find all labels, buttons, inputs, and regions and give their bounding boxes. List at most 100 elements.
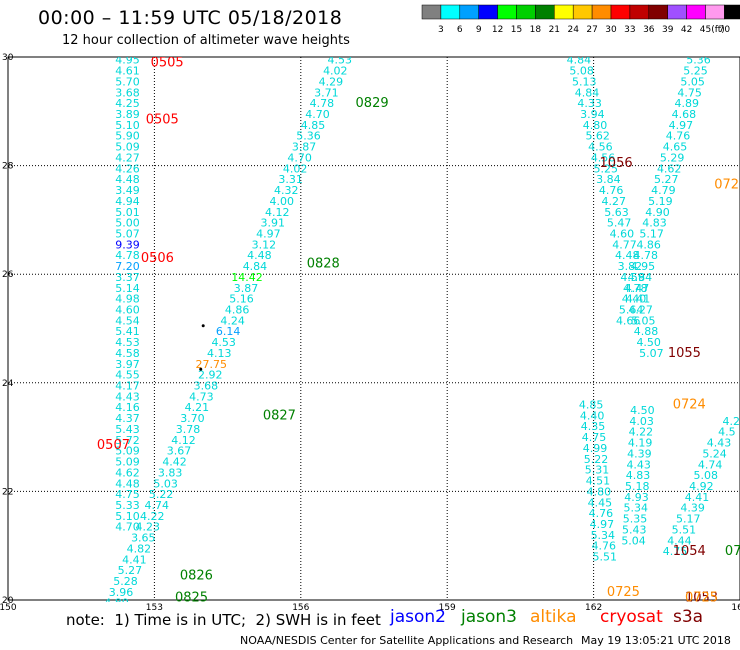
swh-value: 4.23 xyxy=(136,521,161,534)
pass-time-label: 0827 xyxy=(263,408,296,423)
swh-value: 5.08 xyxy=(694,469,719,482)
swh-value: 5.63 xyxy=(604,206,629,219)
pass-time-label: 0826 xyxy=(180,569,213,584)
swh-value: 3.67 xyxy=(167,445,192,458)
swh-value: 5.29 xyxy=(660,151,685,164)
swh-value: 5.05 xyxy=(631,314,656,327)
swh-value: 5.04 xyxy=(621,534,646,547)
swh-value: 5.51 xyxy=(593,551,618,564)
swh-value: 4.77 xyxy=(612,238,637,251)
swh-value: 5.13 xyxy=(572,75,597,88)
legend-tick-label: 24 xyxy=(567,25,579,35)
swh-value: 5.28 xyxy=(113,575,138,588)
swh-value: 5.33 xyxy=(115,499,140,512)
legend-tick-label: 30 xyxy=(605,25,617,35)
swh-value: 3.49 xyxy=(115,184,140,197)
swh-value: 4.76 xyxy=(666,130,691,143)
legend-tick-label: 70 xyxy=(719,25,731,35)
footer-note: note: 1) Time is in UTC; 2) SWH is in fe… xyxy=(66,611,381,629)
legend-tick-label: 6 xyxy=(457,25,463,35)
swh-value: 4.19 xyxy=(628,437,653,450)
swh-value: 5.35 xyxy=(623,513,648,526)
swh-value: 4.97 xyxy=(590,518,615,531)
swh-value: 4.75 xyxy=(115,488,140,501)
swh-value: 5.05 xyxy=(680,75,705,88)
swh-value: 4.42 xyxy=(162,456,187,469)
swh-value: 4.16 xyxy=(115,401,140,414)
swh-value: 4.84 xyxy=(243,260,268,273)
pass-time-label: 1056 xyxy=(600,156,633,171)
swh-value: 4.44 xyxy=(667,534,692,547)
swh-value: 4.37 xyxy=(115,412,140,425)
swh-value: 4.78 xyxy=(623,282,648,295)
swh-value: 4.59 xyxy=(620,271,645,284)
swh-value: 3.96 xyxy=(109,586,134,599)
pass-time-label: 1055 xyxy=(668,346,701,361)
swh-value: 3.94 xyxy=(580,108,605,121)
swh-value: 3.91 xyxy=(261,217,286,230)
swh-value: 2.92 xyxy=(198,369,223,382)
swh-value: 5.07 xyxy=(639,347,664,360)
swh-value: 5.19 xyxy=(648,195,673,208)
lat-tick-label: 30 xyxy=(2,53,14,63)
swh-value: 3.12 xyxy=(252,238,277,251)
swh-value: 3.78 xyxy=(176,423,201,436)
swh-value: 4.40 xyxy=(622,293,647,306)
lat-tick-label: 24 xyxy=(2,379,14,389)
swh-value: 4.51 xyxy=(586,475,611,488)
swh-value: 5.00 xyxy=(115,217,140,230)
swh-value: 4.65 xyxy=(663,141,688,154)
swh-value: 4.78 xyxy=(310,97,335,110)
swh-value: 4.62 xyxy=(657,162,682,175)
swh-value: 4.29 xyxy=(319,75,344,88)
pass-time-label: 071 xyxy=(725,544,740,559)
swh-value: 4.68 xyxy=(672,108,697,121)
swh-value: 5.09 xyxy=(115,445,140,458)
swh-value: 4.40 xyxy=(580,409,605,422)
swh-value: 4.88 xyxy=(634,325,659,338)
swh-value: 4.48 xyxy=(615,249,640,262)
swh-value: 4.43 xyxy=(707,437,732,450)
swh-value: 4.97 xyxy=(669,119,694,132)
swh-value: 3.37 xyxy=(115,271,140,284)
swh-value: 4.83 xyxy=(626,469,651,482)
swh-value: 5.22 xyxy=(149,488,174,501)
swh-value: 4.98 xyxy=(115,293,140,306)
swh-value: 4.75 xyxy=(677,86,702,99)
swh-value: 4.82 xyxy=(127,542,152,555)
swh-value: 7.20 xyxy=(115,260,140,273)
swh-value: 4.12 xyxy=(171,434,196,447)
legend-tick-label: 12 xyxy=(492,25,503,35)
swh-value: 4.5 xyxy=(718,426,736,439)
lon-tick-label: 156 xyxy=(292,603,309,613)
swh-value: 4.33 xyxy=(577,97,602,110)
legend-swatch xyxy=(724,4,740,20)
swh-value: 4.53 xyxy=(328,54,353,67)
swh-value: 6.14 xyxy=(216,325,241,338)
swh-value: 4.48 xyxy=(247,249,272,262)
swh-value: 4.70 xyxy=(305,108,330,121)
legend-tick-label: 45 xyxy=(700,25,711,35)
swh-value: 4.22 xyxy=(140,510,165,523)
swh-value: 3.65 xyxy=(131,532,156,545)
swh-value: 4.84 xyxy=(575,86,600,99)
lat-tick-label: 26 xyxy=(2,270,14,280)
swh-value: 4.76 xyxy=(589,507,614,520)
satellite-label-altika: altika xyxy=(530,607,577,627)
swh-value: 4.48 xyxy=(115,173,140,186)
swh-value: 4.75 xyxy=(663,545,688,558)
swh-value: 5.10 xyxy=(115,119,140,132)
swh-value: 5.64 xyxy=(619,303,644,316)
swh-value: 4.80 xyxy=(104,597,129,610)
swh-value: 4.95 xyxy=(115,54,140,67)
lon-tick-label: 150 xyxy=(0,603,17,613)
swh-value: 4.58 xyxy=(115,347,140,360)
lat-tick-label: 22 xyxy=(2,487,13,497)
swh-value: 3.97 xyxy=(115,358,140,371)
legend-tick-label: 36 xyxy=(643,25,655,35)
swh-value: 4.55 xyxy=(115,369,140,382)
swh-value: 3.84 xyxy=(596,173,621,186)
swh-value: 4.39 xyxy=(680,502,705,515)
swh-value: 4.56 xyxy=(588,141,613,154)
swh-value: 5.36 xyxy=(296,130,321,143)
